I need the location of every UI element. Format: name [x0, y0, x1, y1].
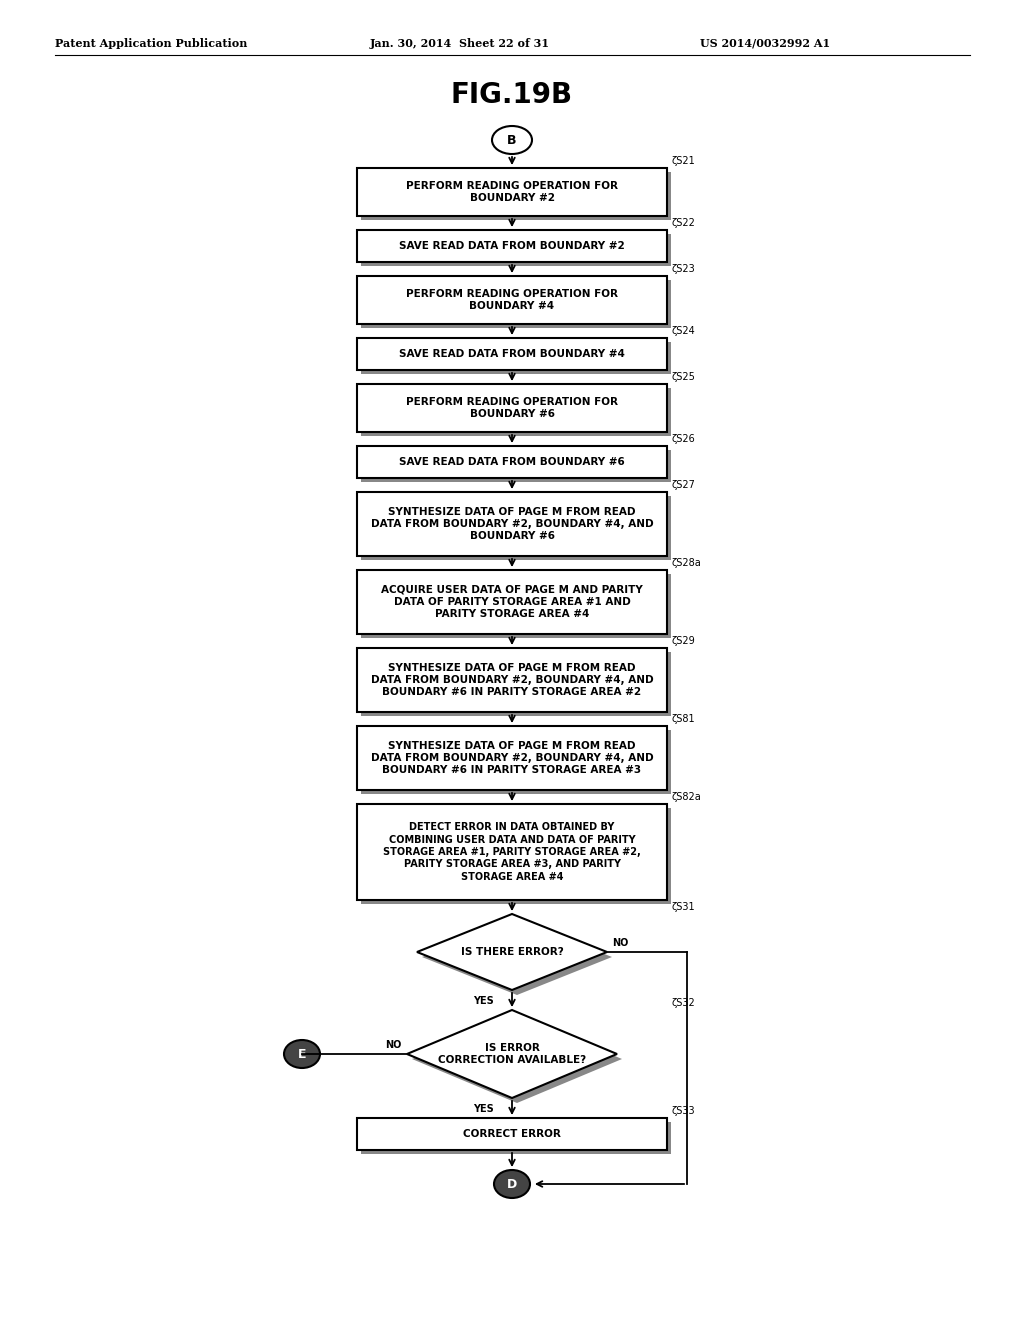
Polygon shape [361, 808, 671, 904]
Text: ζS25: ζS25 [672, 372, 696, 381]
Polygon shape [361, 450, 671, 482]
Polygon shape [361, 652, 671, 715]
Text: ζS26: ζS26 [672, 434, 695, 444]
Text: IS ERROR
CORRECTION AVAILABLE?: IS ERROR CORRECTION AVAILABLE? [438, 1043, 586, 1065]
Text: SAVE READ DATA FROM BOUNDARY #4: SAVE READ DATA FROM BOUNDARY #4 [399, 348, 625, 359]
Text: SYNTHESIZE DATA OF PAGE M FROM READ
DATA FROM BOUNDARY #2, BOUNDARY #4, AND
BOUN: SYNTHESIZE DATA OF PAGE M FROM READ DATA… [371, 663, 653, 697]
Polygon shape [357, 648, 667, 711]
Text: SAVE READ DATA FROM BOUNDARY #2: SAVE READ DATA FROM BOUNDARY #2 [399, 242, 625, 251]
Polygon shape [361, 342, 671, 374]
Polygon shape [407, 1010, 617, 1098]
Text: ζS33: ζS33 [672, 1106, 695, 1115]
Text: SAVE READ DATA FROM BOUNDARY #6: SAVE READ DATA FROM BOUNDARY #6 [399, 457, 625, 467]
Ellipse shape [494, 1170, 530, 1199]
Polygon shape [357, 384, 667, 432]
Polygon shape [361, 496, 671, 560]
Ellipse shape [492, 125, 532, 154]
Polygon shape [357, 338, 667, 370]
Text: CORRECT ERROR: CORRECT ERROR [463, 1129, 561, 1139]
Text: ζS27: ζS27 [672, 480, 696, 490]
Polygon shape [357, 446, 667, 478]
Polygon shape [361, 234, 671, 267]
Polygon shape [357, 230, 667, 261]
Polygon shape [412, 1015, 622, 1104]
Text: Patent Application Publication: Patent Application Publication [55, 38, 248, 49]
Polygon shape [422, 919, 612, 995]
Text: SYNTHESIZE DATA OF PAGE M FROM READ
DATA FROM BOUNDARY #2, BOUNDARY #4, AND
BOUN: SYNTHESIZE DATA OF PAGE M FROM READ DATA… [371, 741, 653, 775]
Text: ζS24: ζS24 [672, 326, 695, 337]
Text: DETECT ERROR IN DATA OBTAINED BY
COMBINING USER DATA AND DATA OF PARITY
STORAGE : DETECT ERROR IN DATA OBTAINED BY COMBINI… [383, 822, 641, 882]
Polygon shape [357, 276, 667, 323]
Text: PERFORM READING OPERATION FOR
BOUNDARY #2: PERFORM READING OPERATION FOR BOUNDARY #… [406, 181, 618, 203]
Text: B: B [507, 133, 517, 147]
Text: ζS32: ζS32 [672, 998, 695, 1008]
Text: ζS22: ζS22 [672, 218, 696, 228]
Text: ζS81: ζS81 [672, 714, 695, 723]
Polygon shape [361, 574, 671, 638]
Text: PERFORM READING OPERATION FOR
BOUNDARY #6: PERFORM READING OPERATION FOR BOUNDARY #… [406, 397, 618, 420]
Text: E: E [298, 1048, 306, 1060]
Text: D: D [507, 1177, 517, 1191]
Text: NO: NO [386, 1040, 402, 1049]
Polygon shape [361, 172, 671, 220]
Polygon shape [417, 913, 607, 990]
Text: ζS23: ζS23 [672, 264, 695, 275]
Text: US 2014/0032992 A1: US 2014/0032992 A1 [700, 38, 830, 49]
Polygon shape [357, 570, 667, 634]
Text: ζS28a: ζS28a [672, 558, 701, 568]
Text: ζS82a: ζS82a [672, 792, 701, 803]
Text: YES: YES [473, 1104, 494, 1114]
Text: ζS31: ζS31 [672, 902, 695, 912]
Polygon shape [357, 804, 667, 900]
Polygon shape [357, 168, 667, 216]
Text: ζS21: ζS21 [672, 156, 695, 166]
Polygon shape [361, 730, 671, 795]
Text: PERFORM READING OPERATION FOR
BOUNDARY #4: PERFORM READING OPERATION FOR BOUNDARY #… [406, 289, 618, 312]
Polygon shape [357, 492, 667, 556]
Text: SYNTHESIZE DATA OF PAGE M FROM READ
DATA FROM BOUNDARY #2, BOUNDARY #4, AND
BOUN: SYNTHESIZE DATA OF PAGE M FROM READ DATA… [371, 507, 653, 541]
Text: ζS29: ζS29 [672, 636, 695, 645]
Text: FIG.19B: FIG.19B [451, 81, 573, 110]
Text: IS THERE ERROR?: IS THERE ERROR? [461, 946, 563, 957]
Text: NO: NO [612, 939, 629, 948]
Polygon shape [361, 280, 671, 327]
Polygon shape [361, 1122, 671, 1154]
Polygon shape [361, 388, 671, 436]
Ellipse shape [284, 1040, 319, 1068]
Text: YES: YES [473, 997, 494, 1006]
Polygon shape [357, 726, 667, 789]
Text: ACQUIRE USER DATA OF PAGE M AND PARITY
DATA OF PARITY STORAGE AREA #1 AND
PARITY: ACQUIRE USER DATA OF PAGE M AND PARITY D… [381, 585, 643, 619]
Text: Jan. 30, 2014  Sheet 22 of 31: Jan. 30, 2014 Sheet 22 of 31 [370, 38, 550, 49]
Polygon shape [357, 1118, 667, 1150]
